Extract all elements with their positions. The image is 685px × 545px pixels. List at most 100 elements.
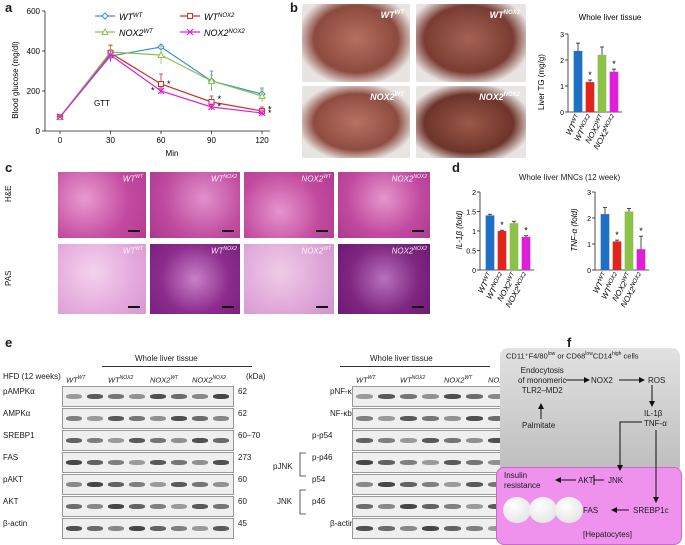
histology-pas-wtwt: WTWT xyxy=(58,244,146,314)
blot-strip xyxy=(352,408,532,429)
panel-d-title: Whole liver MNCs (12 week) xyxy=(518,173,621,182)
pjnk-label: pJNK xyxy=(273,462,293,471)
blot-band xyxy=(356,416,373,421)
bar xyxy=(585,82,595,112)
blot-band xyxy=(378,416,395,421)
significance-star: * xyxy=(151,86,155,96)
bar xyxy=(636,249,646,270)
data-point xyxy=(207,76,216,84)
x-tick-label: 90 xyxy=(207,136,216,145)
blot-band xyxy=(213,416,229,421)
blot-band xyxy=(87,504,103,509)
data-point xyxy=(158,81,164,87)
macrophage-box xyxy=(500,348,680,474)
blot-strip xyxy=(352,430,532,451)
data-point xyxy=(56,113,64,121)
blot-right-title-rule xyxy=(340,366,490,367)
blot-band xyxy=(378,504,395,509)
blot-band xyxy=(213,504,229,509)
blot-band xyxy=(422,438,439,443)
y-tick-label: 200 xyxy=(27,87,41,96)
blot-kda-value: 60 xyxy=(238,497,247,506)
bar xyxy=(612,241,622,270)
blot-row-label: p46 xyxy=(312,497,326,506)
blot-band xyxy=(87,438,103,443)
data-point xyxy=(208,103,215,111)
significance-star: * xyxy=(588,70,592,80)
blot-band xyxy=(150,394,166,399)
blot-band xyxy=(108,460,124,465)
blot-band xyxy=(444,482,461,487)
blot-band xyxy=(108,482,124,487)
blot-band xyxy=(422,394,439,399)
y-tick-label: 1 xyxy=(560,84,564,91)
panel-label-e: e xyxy=(5,335,13,350)
y-tick-label: 3 xyxy=(560,32,564,39)
blot-band xyxy=(108,438,124,443)
blot-band xyxy=(66,416,82,421)
y-tick-label: 0 xyxy=(472,268,476,275)
panel-label-d: d xyxy=(452,160,460,175)
bar xyxy=(600,214,610,270)
blot-band xyxy=(192,438,208,443)
liver-photo-wtwt: WTWT xyxy=(302,4,410,82)
significance-star: * xyxy=(167,79,171,89)
blot-band xyxy=(400,482,417,487)
legend-label: NOX2NOX2 xyxy=(204,28,246,38)
blot-band xyxy=(171,482,187,487)
srebp1c-node: SREBP1c xyxy=(633,506,669,515)
y-tick-label: 1 xyxy=(472,229,476,236)
blot-row-label: NF-κb xyxy=(330,409,352,418)
blot-band xyxy=(466,482,483,487)
blot-band xyxy=(356,460,373,465)
bar xyxy=(609,71,619,112)
liver-photo-nox2nox2: NOX2NOX2 xyxy=(416,86,526,158)
y-tick-label: 0 xyxy=(587,268,591,275)
y-tick-label: 0 xyxy=(560,110,564,117)
blot-band xyxy=(400,504,417,509)
blot-band xyxy=(150,504,166,509)
blot-band xyxy=(87,460,103,465)
blot-left-title-rule xyxy=(102,366,252,367)
histology-he-wtwt: WTWT xyxy=(58,172,146,238)
blot-band xyxy=(213,438,229,443)
blot-band xyxy=(444,394,461,399)
lipid-droplet-3 xyxy=(555,497,583,523)
significance-star: * xyxy=(500,220,504,230)
blot-band xyxy=(87,482,103,487)
blot-band xyxy=(400,416,417,421)
blot-band xyxy=(356,504,373,509)
blot-band xyxy=(444,416,461,421)
histology-pas-nox2nox2: NOX2NOX2 xyxy=(338,244,430,314)
y-tick-label: 2 xyxy=(587,216,591,223)
blot-band xyxy=(192,526,208,531)
blot-band xyxy=(356,526,373,531)
blot-band xyxy=(66,526,82,531)
data-point xyxy=(258,109,266,117)
cytokine-node: IL-1β TNF-α xyxy=(644,409,667,428)
blot-band xyxy=(150,526,166,531)
y-axis-label: Blood glucose (mg/dl) xyxy=(11,41,20,119)
blot-band xyxy=(129,504,145,509)
blot-strip xyxy=(62,518,234,539)
x-tick-label: 0 xyxy=(58,136,63,145)
blot-band xyxy=(400,460,417,465)
data-point xyxy=(157,50,165,58)
kda-header: (kDa) xyxy=(246,372,266,381)
blot-band xyxy=(129,394,145,399)
y-tick-label: 400 xyxy=(27,47,41,56)
jnk-brackets xyxy=(299,452,306,515)
blot-row-label: β-actin xyxy=(330,519,355,528)
hepatocytes-label: [Hepatocytes] xyxy=(583,530,632,539)
blot-band xyxy=(422,526,439,531)
bar xyxy=(485,215,495,270)
x-tick-label: 60 xyxy=(157,136,166,145)
y-tick-label: 3 xyxy=(587,190,591,197)
x-axis-label: Min xyxy=(166,149,179,158)
histology-he-nox2nox2: NOX2NOX2 xyxy=(338,172,430,238)
blot-band xyxy=(192,460,208,465)
blot-band xyxy=(466,460,483,465)
y-tick-label: 0.5 xyxy=(466,249,476,256)
blot-band xyxy=(444,460,461,465)
